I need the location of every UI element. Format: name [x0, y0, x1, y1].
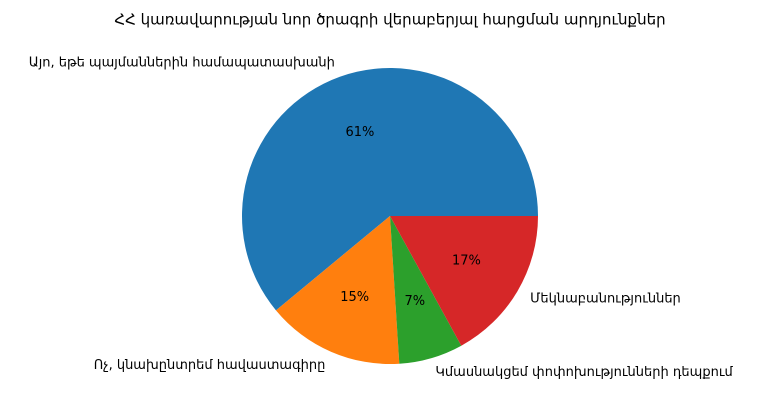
- wedge-label: Կմասնակցեմ փոփոխությունների դեպքում: [435, 365, 733, 380]
- percent-label: 61%: [345, 125, 374, 140]
- pie-wedge: [390, 216, 462, 364]
- pie-wedge: [390, 216, 538, 346]
- percent-label: 17%: [452, 254, 481, 269]
- percent-label: 7%: [404, 294, 425, 309]
- wedge-label: Մեկնաբանություններ: [530, 291, 681, 306]
- percent-label: 15%: [340, 290, 369, 305]
- pie-wedge: [241, 68, 538, 311]
- pie-wedge: [275, 216, 400, 364]
- chart-title: ՀՀ կառավարության նոր ծրագրի վերաբերյալ հ…: [114, 11, 665, 29]
- wedge-label: Այո, եթե պայմաններին համապատասխանի: [29, 55, 335, 70]
- wedge-label: Ոչ, կնախընտրեմ հավաստագիրը: [94, 358, 326, 373]
